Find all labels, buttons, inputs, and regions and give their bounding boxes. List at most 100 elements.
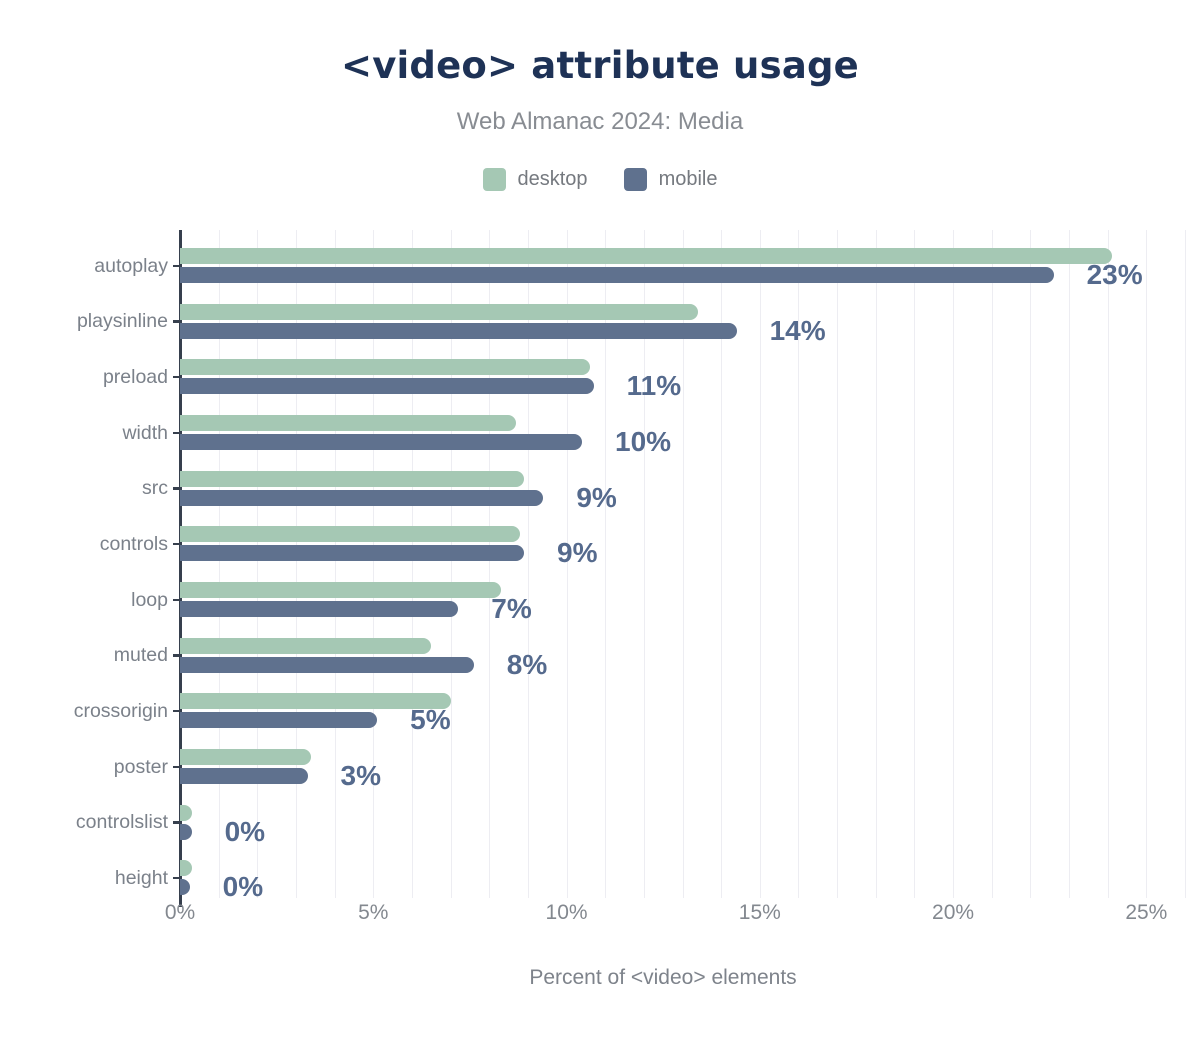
gridline	[605, 230, 607, 898]
mobile-bar	[180, 601, 459, 617]
gridline	[1107, 230, 1109, 898]
gridline	[373, 230, 375, 898]
category-label: poster	[113, 755, 168, 778]
y-axis-tick	[173, 431, 180, 434]
category-label: playsinline	[76, 310, 168, 333]
gridline	[914, 230, 916, 898]
y-axis-tick	[173, 876, 180, 880]
category-label: controls	[99, 532, 168, 555]
gridline	[566, 230, 568, 898]
value-label: 5%	[410, 704, 451, 736]
gridline	[295, 230, 297, 898]
value-label: 3%	[340, 760, 382, 791]
mobile-bar	[180, 489, 544, 506]
value-label: 0%	[222, 871, 264, 903]
desktop-bar	[180, 526, 521, 543]
category-label: muted	[113, 644, 168, 667]
value-label: 14%	[769, 314, 826, 346]
gridline	[991, 230, 993, 898]
gridline	[450, 230, 452, 898]
chart-title: <video> attribute usage	[341, 44, 859, 87]
gridline	[411, 230, 413, 898]
desktop-bar	[180, 359, 590, 376]
category-label: preload	[102, 365, 168, 388]
gridline	[953, 230, 955, 898]
category-label: autoplay	[94, 254, 168, 277]
gridline	[1069, 230, 1071, 898]
mobile-bar	[180, 823, 192, 840]
legend-label-mobile: mobile	[658, 168, 718, 190]
mobile-bar	[180, 656, 474, 673]
category-label: width	[122, 421, 168, 444]
mobile-bar	[180, 434, 582, 450]
category-label: src	[142, 477, 168, 500]
mobile-bar	[180, 267, 1054, 283]
desktop-swatch-icon	[482, 168, 506, 191]
gridline	[759, 230, 761, 898]
category-label: crossorigin	[73, 699, 168, 722]
y-axis-tick	[173, 264, 180, 267]
desktop-bar	[180, 415, 517, 431]
x-axis-ticks: 0% 5% 10% 15% 20% 25%	[165, 901, 1185, 929]
x-tick-label: 25%	[1125, 901, 1168, 924]
y-axis-tick	[173, 542, 180, 546]
y-axis-tick	[173, 375, 180, 379]
mobile-bar	[180, 378, 594, 395]
category-label: controlslist	[75, 811, 168, 834]
x-tick-label: 5%	[358, 901, 389, 924]
gridline	[643, 230, 645, 898]
legend: desktop mobile	[0, 168, 1200, 191]
gridline	[334, 230, 336, 898]
value-label: 23%	[1086, 259, 1143, 290]
gridline	[798, 230, 800, 898]
mobile-bar	[180, 712, 378, 729]
desktop-bar	[180, 303, 698, 320]
gridline	[257, 230, 259, 898]
desktop-bar	[180, 248, 1112, 264]
gridline	[489, 230, 491, 898]
category-label: loop	[131, 588, 168, 611]
gridline	[1185, 230, 1186, 898]
mobile-bar	[180, 322, 737, 339]
mobile-bar	[180, 768, 308, 784]
value-label: 0%	[224, 815, 266, 847]
value-label: 10%	[615, 426, 672, 457]
y-axis-tick	[173, 320, 180, 323]
mobile-swatch-icon	[623, 168, 647, 191]
x-axis-title: Percent of <video> elements	[529, 966, 797, 989]
desktop-bar	[180, 582, 501, 598]
gridline	[218, 230, 220, 898]
y-axis-tick	[173, 709, 180, 713]
legend-item-mobile: mobile	[623, 168, 718, 191]
y-axis-tick	[173, 654, 180, 657]
gridline	[837, 230, 839, 898]
gridline	[1146, 230, 1148, 898]
gridline	[721, 230, 723, 898]
desktop-bar	[180, 749, 312, 765]
mobile-bar	[180, 545, 525, 562]
x-tick-label: 10%	[545, 901, 588, 924]
gridline	[682, 230, 684, 898]
value-label: 9%	[557, 537, 598, 569]
desktop-bar	[180, 637, 432, 654]
gridline	[1030, 230, 1032, 898]
legend-label-desktop: desktop	[517, 168, 588, 190]
y-axis-tick	[173, 487, 180, 490]
mobile-bar	[180, 879, 190, 896]
value-label: 7%	[491, 593, 532, 624]
gridline	[527, 230, 529, 898]
gridline	[875, 230, 877, 898]
legend-item-desktop: desktop	[482, 168, 588, 191]
x-tick-label: 15%	[738, 901, 781, 924]
y-axis-line	[179, 230, 182, 907]
value-label: 8%	[506, 648, 548, 680]
x-tick-label: 20%	[932, 901, 975, 924]
y-axis-tick	[173, 598, 180, 601]
value-label: 11%	[626, 370, 682, 402]
y-axis-tick	[173, 765, 180, 768]
x-tick-label: 0%	[164, 901, 196, 924]
y-axis-tick	[173, 821, 180, 824]
category-label: height	[114, 866, 168, 889]
desktop-bar	[180, 860, 192, 877]
